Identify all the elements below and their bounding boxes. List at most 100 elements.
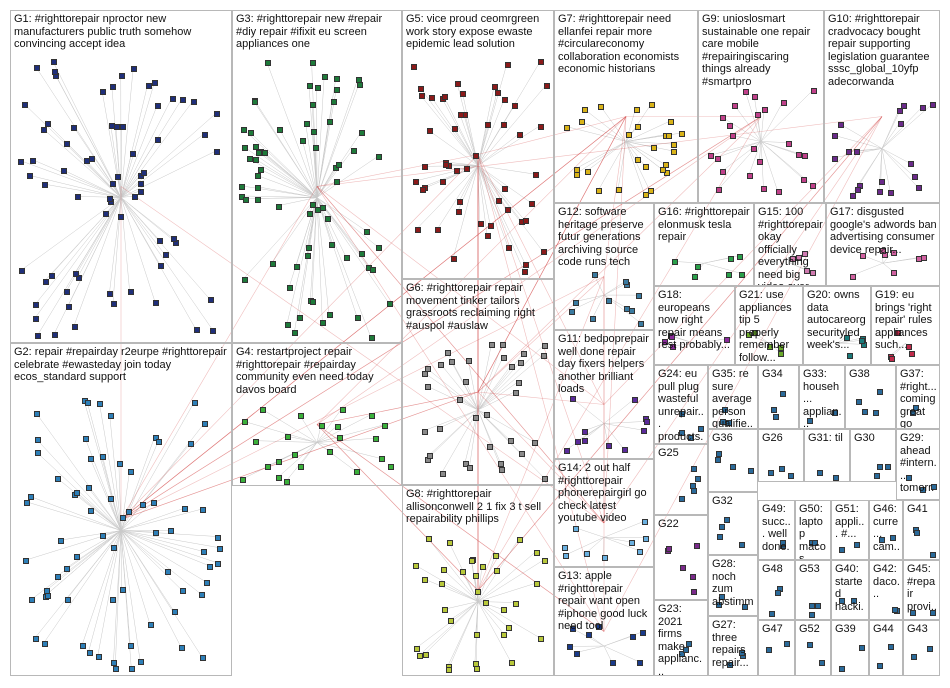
group-g32: G32	[708, 492, 758, 555]
graph-edge	[424, 601, 479, 655]
graph-edge	[418, 601, 479, 656]
graph-node	[440, 567, 447, 574]
graph-node	[775, 189, 782, 196]
graph-edge	[445, 161, 479, 166]
graph-node	[629, 634, 636, 641]
group-label: G8: #righttorepair allisonconwell 2 1 fi…	[406, 488, 542, 525]
graph-node	[853, 542, 860, 549]
graph-node	[911, 173, 918, 180]
graph-node	[809, 611, 816, 618]
graph-node	[34, 410, 41, 417]
graph-node	[179, 645, 186, 652]
graph-node	[451, 126, 458, 133]
graph-node	[750, 146, 757, 153]
graph-node	[333, 76, 340, 83]
graph-node	[198, 591, 205, 598]
graph-edge	[477, 601, 541, 639]
graph-edge	[760, 101, 784, 142]
graph-node	[897, 120, 904, 127]
inter-group-edge	[477, 391, 605, 524]
graph-node	[533, 549, 540, 556]
graph-node	[330, 98, 337, 105]
graph-node	[457, 112, 464, 119]
graph-node	[179, 588, 186, 595]
graph-node	[690, 589, 697, 596]
group-label: G36	[712, 432, 733, 444]
graph-node	[333, 178, 340, 185]
graph-edge	[44, 197, 122, 281]
graph-node	[276, 203, 283, 210]
graph-edge	[316, 156, 378, 198]
graph-node	[201, 132, 208, 139]
graph-node	[51, 69, 58, 76]
graph-node	[127, 469, 134, 476]
group-g52: G52	[795, 620, 831, 676]
group-label: G35: re sure average person qualifie...	[712, 368, 753, 429]
graph-node	[446, 667, 453, 674]
group-label: G27: three repairs repair...	[712, 619, 749, 669]
graph-node	[320, 320, 327, 327]
graph-edge	[52, 61, 122, 198]
graph-node	[542, 342, 549, 349]
graph-node	[472, 573, 479, 580]
inter-group-edge	[316, 186, 605, 524]
graph-node	[72, 271, 79, 278]
graph-node	[129, 666, 136, 673]
graph-node	[839, 665, 846, 672]
graph-node	[697, 425, 704, 432]
graph-edge	[263, 151, 318, 198]
group-g8: G8: #righttorepair allisonconwell 2 1 fi…	[402, 485, 554, 676]
graph-edge	[67, 197, 122, 307]
group-label: G48	[762, 563, 783, 575]
inter-group-edge	[120, 186, 605, 524]
graph-edge	[85, 159, 122, 198]
graph-node	[767, 470, 774, 477]
graph-edge	[316, 197, 367, 232]
graph-node	[336, 161, 343, 168]
graph-node	[910, 609, 917, 616]
graph-node	[131, 65, 138, 72]
graph-node	[453, 167, 460, 174]
graph-node	[447, 540, 454, 547]
graph-edge	[316, 149, 353, 198]
graph-node	[635, 156, 642, 163]
graph-node	[582, 428, 589, 435]
graph-edge	[426, 368, 479, 411]
graph-edge	[112, 530, 122, 548]
inter-group-edge	[477, 116, 762, 393]
graph-node	[900, 103, 907, 110]
inter-group-edge	[603, 116, 627, 277]
inter-group-edge	[477, 391, 605, 405]
graph-node	[322, 73, 329, 80]
graph-node	[788, 472, 795, 479]
graph-node	[855, 398, 862, 405]
graph-edge	[603, 645, 613, 663]
graph-edge	[110, 125, 122, 198]
graph-node	[727, 255, 734, 262]
graph-edge	[424, 372, 479, 411]
inter-group-edge	[477, 154, 605, 632]
graph-node	[119, 586, 126, 593]
graph-edge	[416, 165, 479, 229]
graph-node	[188, 441, 195, 448]
graph-node	[115, 173, 122, 180]
graph-node	[915, 256, 922, 263]
graph-node	[107, 496, 114, 503]
graph-node	[326, 312, 333, 319]
graph-edge	[575, 141, 627, 175]
graph-node	[199, 654, 206, 661]
graph-node	[329, 242, 336, 249]
graph-edge	[625, 141, 646, 167]
graph-node	[422, 576, 429, 583]
graph-node	[563, 448, 570, 455]
graph-node	[690, 482, 697, 489]
graph-edge	[477, 125, 541, 166]
graph-node	[532, 440, 539, 447]
group-label: G40: started hacki... out...	[835, 563, 864, 620]
graph-edge	[441, 409, 479, 473]
graph-node	[909, 351, 916, 358]
graph-node	[804, 268, 811, 275]
graph-node	[210, 327, 217, 334]
graph-edge	[603, 421, 647, 424]
